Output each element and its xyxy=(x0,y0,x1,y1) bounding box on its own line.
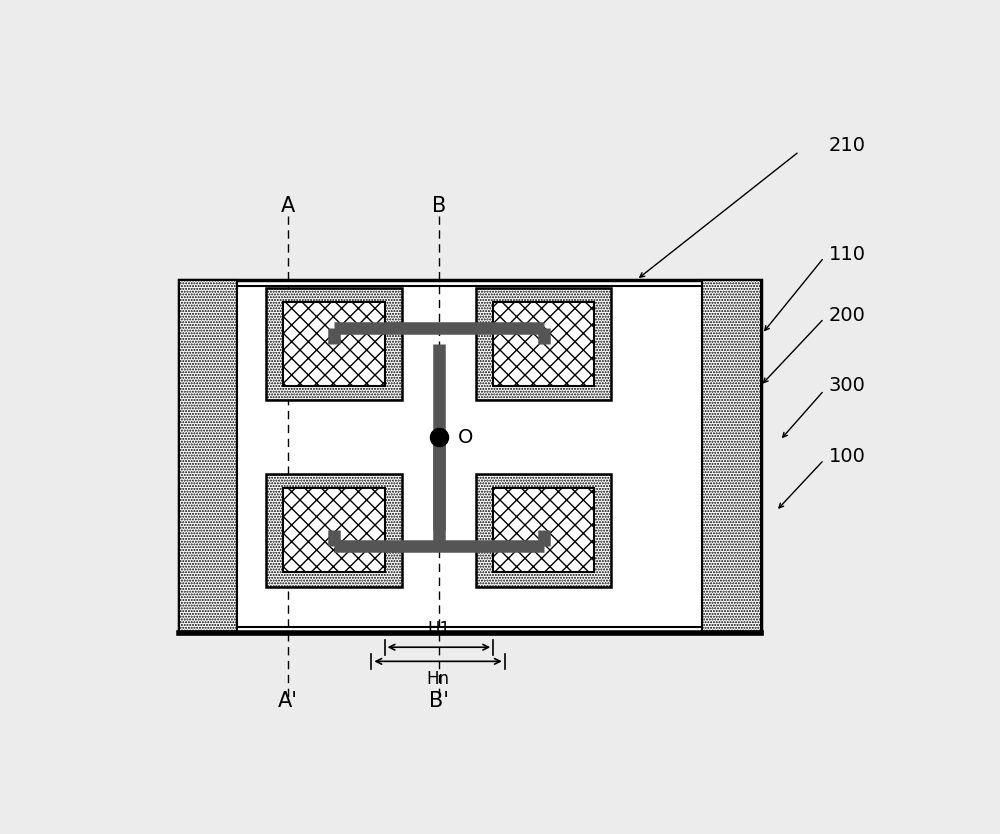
Bar xyxy=(702,280,761,633)
Bar xyxy=(237,286,702,626)
Bar xyxy=(476,288,611,400)
Text: 210: 210 xyxy=(829,136,866,154)
Bar xyxy=(266,475,402,586)
Bar xyxy=(493,488,594,572)
Bar xyxy=(266,288,402,400)
Text: A': A' xyxy=(278,691,298,711)
Text: 200: 200 xyxy=(829,306,866,324)
Text: B: B xyxy=(432,196,446,216)
Text: B': B' xyxy=(429,691,449,711)
Text: O: O xyxy=(458,428,474,447)
Bar xyxy=(476,475,611,586)
Text: 300: 300 xyxy=(829,376,866,395)
Text: Hn: Hn xyxy=(427,671,450,688)
Text: H1: H1 xyxy=(427,620,450,638)
Text: A: A xyxy=(281,196,295,216)
Text: 100: 100 xyxy=(829,447,866,466)
Bar xyxy=(283,488,385,572)
Bar xyxy=(283,302,385,386)
Bar xyxy=(179,280,237,633)
Text: 110: 110 xyxy=(829,244,866,264)
Bar xyxy=(493,302,594,386)
Bar xyxy=(179,280,761,633)
